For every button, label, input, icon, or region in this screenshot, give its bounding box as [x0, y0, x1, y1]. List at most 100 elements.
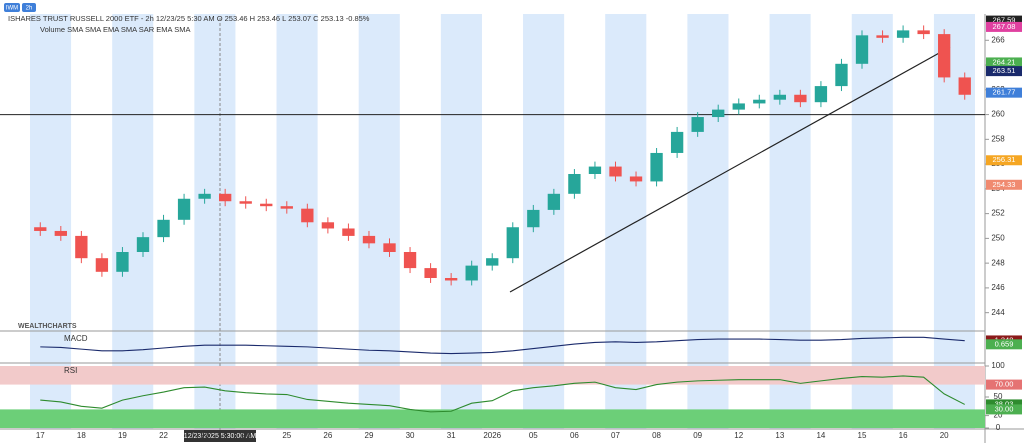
- x-tick-label: 14: [816, 431, 825, 440]
- x-tick-label: 05: [529, 431, 538, 440]
- x-tick-label: 19: [118, 431, 127, 440]
- y-tick-label: 252: [991, 209, 1005, 218]
- price-tag: [986, 404, 1022, 415]
- price-tag-label: 264.21: [993, 57, 1016, 66]
- candle-body: [568, 174, 581, 194]
- pane-title: MACD: [64, 334, 88, 343]
- indicator-list: Volume SMA SMA EMA SMA SAR EMA SMA: [40, 25, 190, 34]
- x-tick-label: 17: [36, 431, 45, 440]
- price-tag-label: 0.659: [995, 339, 1014, 348]
- x-tick-label: 15: [858, 431, 867, 440]
- y-tick-label: 100: [991, 361, 1005, 370]
- x-tick-label: 07: [611, 431, 620, 440]
- y-tick-label: 244: [991, 308, 1005, 317]
- session-stripe: [769, 14, 811, 429]
- price-tag-label: 267.59: [993, 16, 1016, 25]
- x-tick-label: 23: [200, 431, 209, 440]
- candle-body: [34, 227, 47, 231]
- indicator-line: [40, 375, 965, 413]
- x-tick-label: 2026: [483, 431, 501, 440]
- y-tick-label: 50: [994, 392, 1003, 401]
- candle-body: [629, 176, 643, 182]
- x-tick-label: 26: [323, 431, 332, 440]
- candle-body: [753, 99, 766, 104]
- session-stripe: [30, 14, 72, 429]
- price-tag: [986, 379, 1022, 390]
- candle-body: [547, 193, 561, 210]
- price-tag-label: 254.33: [993, 180, 1016, 189]
- candle-body: [814, 86, 828, 103]
- x-tick-label: 30: [406, 431, 415, 440]
- y-tick-label: 258: [991, 134, 1005, 143]
- candle-body: [794, 94, 807, 103]
- session-stripe: [194, 14, 236, 429]
- candle-body: [444, 278, 458, 281]
- pane-title: RSI: [64, 366, 77, 375]
- y-tick-label: 248: [991, 258, 1005, 267]
- y-tick-label: 246: [991, 283, 1005, 292]
- x-tick-label: 18: [77, 431, 86, 440]
- crosshair-tag: [184, 430, 256, 442]
- interval-button-label[interactable]: 2h: [26, 6, 33, 12]
- symbol-button-label[interactable]: IWM: [6, 6, 18, 12]
- y-tick-label: 20: [994, 411, 1003, 420]
- candle-body: [917, 30, 930, 35]
- x-tick-label: 25: [282, 431, 291, 440]
- candle-body: [938, 34, 951, 78]
- candle-body: [75, 235, 88, 259]
- price-tag: [986, 179, 1022, 190]
- candle-body: [383, 243, 396, 252]
- indicator-line: [40, 336, 965, 355]
- candle-body: [670, 131, 684, 153]
- interval-button[interactable]: [22, 3, 36, 12]
- candle-body: [650, 152, 663, 182]
- candle-body: [424, 268, 437, 278]
- price-tag: [986, 66, 1022, 77]
- candle-body: [116, 252, 129, 272]
- candle-body: [260, 203, 273, 207]
- price-tag: [986, 57, 1022, 68]
- price-tag: [986, 21, 1022, 32]
- x-tick-label: 06: [570, 431, 579, 440]
- candle-body: [157, 219, 170, 238]
- candle-body: [239, 201, 252, 204]
- price-tag-label: 261.77: [993, 88, 1016, 97]
- candle-body: [835, 63, 848, 87]
- price-tag-label: 30.00: [995, 404, 1014, 413]
- price-tag-label: 263.51: [993, 66, 1016, 75]
- candle-body: [527, 209, 540, 228]
- crosshair-label: 12/23/2025 5:30:00 AM: [184, 433, 257, 440]
- price-tag: [986, 155, 1022, 166]
- x-tick-label: 13: [775, 431, 784, 440]
- x-tick-label: 08: [652, 431, 661, 440]
- price-tag-label: 70.00: [995, 380, 1014, 389]
- level-band: [0, 409, 985, 428]
- y-tick-label: 260: [991, 110, 1005, 119]
- candle-body: [301, 208, 314, 223]
- candle-body: [876, 35, 889, 38]
- x-tick-label: 31: [447, 431, 456, 440]
- candle-body: [465, 265, 478, 281]
- symbol-button[interactable]: [4, 3, 20, 12]
- candle-body: [219, 193, 232, 202]
- x-tick-label: 24: [241, 431, 250, 440]
- candle-body: [773, 94, 786, 100]
- x-tick-label: 22: [159, 431, 168, 440]
- price-tag: [986, 339, 1022, 350]
- candle-body: [855, 35, 869, 64]
- price-tag: [986, 87, 1022, 98]
- price-tag-label: 38.03: [995, 399, 1014, 408]
- x-tick-label: 12: [734, 431, 743, 440]
- y-tick-label: 250: [991, 233, 1005, 242]
- y-tick-label: 0: [996, 423, 1001, 432]
- candle-body: [54, 230, 67, 236]
- watermark: WEALTHCHARTS: [18, 323, 77, 330]
- candle-body: [198, 193, 211, 199]
- candle-body: [280, 206, 293, 209]
- price-tag-label: 256.31: [993, 155, 1016, 164]
- candle-body: [958, 77, 971, 95]
- candle-body: [362, 235, 376, 244]
- candle-body: [321, 222, 335, 229]
- y-tick-label: 266: [991, 35, 1005, 44]
